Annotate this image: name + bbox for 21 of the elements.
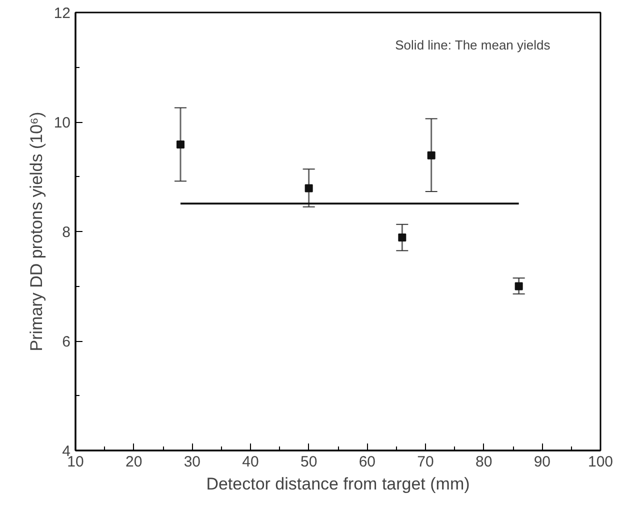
x-tick-label: 100	[588, 454, 614, 470]
y-tick-label: 12	[54, 5, 71, 22]
point	[176, 140, 184, 148]
x-axis-title: Detector distance from target (mm)	[206, 474, 470, 494]
point	[304, 184, 313, 192]
x-tick-label: 40	[242, 454, 259, 470]
y-tick-label: 8	[62, 224, 70, 241]
point	[398, 234, 406, 242]
x-tick-label: 70	[417, 454, 434, 470]
x-tick-label: 60	[358, 454, 376, 470]
y-tick-label: 6	[62, 334, 70, 350]
x-tick-label: 20	[125, 454, 142, 470]
annotation: Solid line: The mean yields	[395, 38, 551, 52]
point	[427, 151, 436, 160]
x-tick-label: 80	[475, 454, 492, 470]
point	[514, 282, 523, 290]
y-tick-label: 10	[54, 114, 71, 132]
x-tick-label: 90	[534, 454, 551, 470]
x-tick-label: 50	[300, 454, 318, 470]
y-axis-title: Primary DD protons yields (10⁶)	[26, 112, 46, 352]
x-tick-label: 30	[184, 454, 201, 470]
